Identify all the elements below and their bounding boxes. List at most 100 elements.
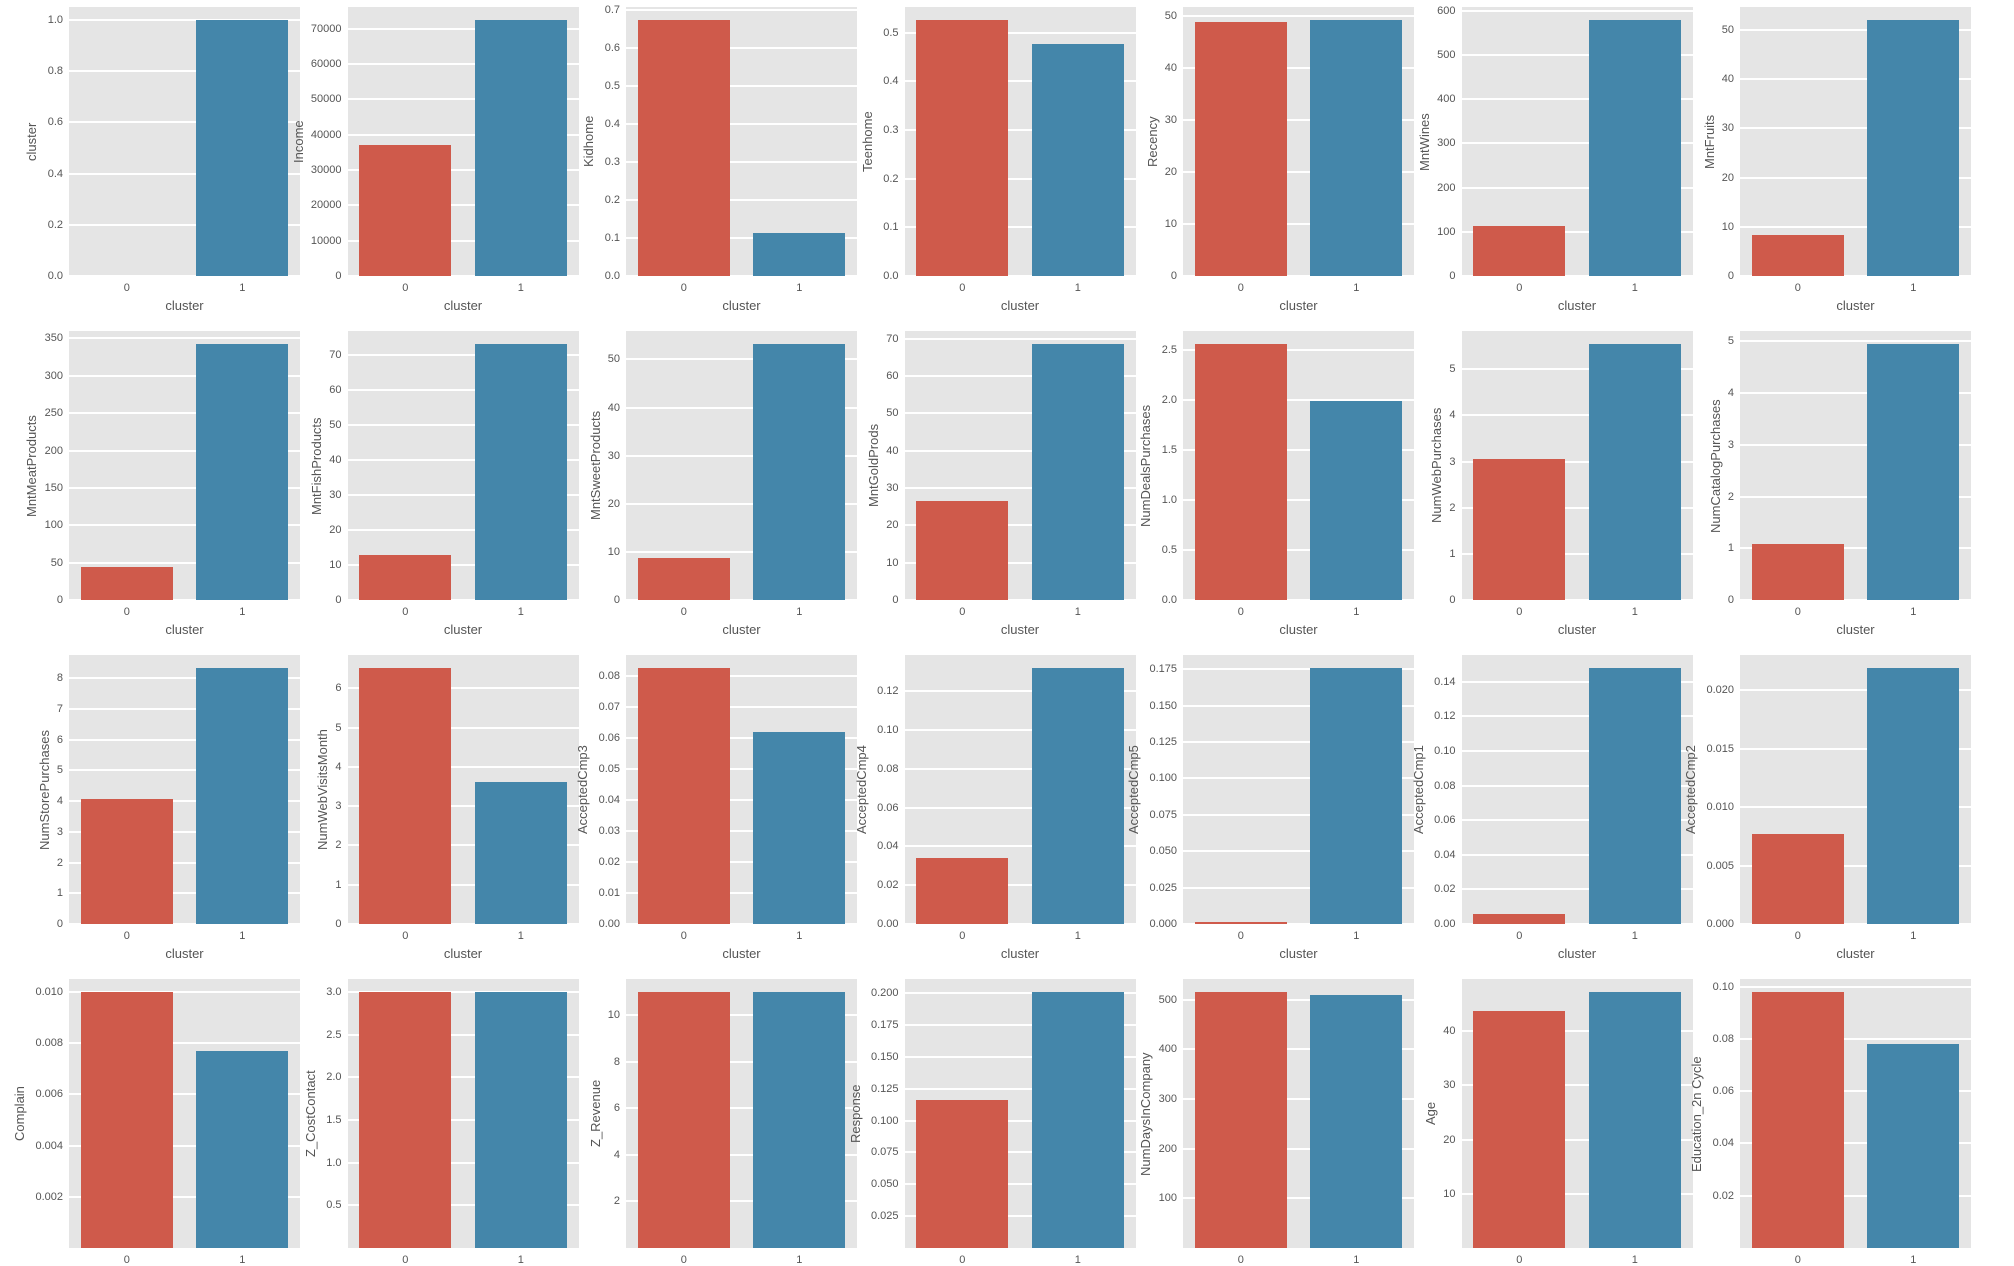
y-tick-label: 1.0	[326, 1156, 342, 1169]
y-tick-label: 50	[886, 407, 899, 420]
gridline	[904, 884, 1136, 887]
gridline	[626, 502, 857, 505]
y-tick-label: 0	[335, 270, 342, 282]
plot-area	[1183, 7, 1414, 276]
gridline	[69, 275, 300, 276]
gridline	[904, 80, 1136, 83]
gridline	[626, 123, 857, 126]
gridline	[626, 9, 857, 12]
bar-cluster-0	[1473, 914, 1566, 924]
x-tick-label: 0	[123, 606, 130, 618]
y-tick-label: 6	[335, 682, 342, 695]
y-tick-label: 0	[56, 918, 63, 930]
gridline	[904, 449, 1136, 452]
y-tick-label: 0.010	[1706, 801, 1734, 814]
gridline	[626, 550, 857, 553]
y-tick-label: 5	[1727, 335, 1734, 348]
x-tick-label: 1	[1910, 282, 1917, 294]
gridline	[1183, 850, 1414, 853]
y-tick-label: 0.06	[1712, 1085, 1734, 1098]
y-axis-label: Age	[1423, 1101, 1439, 1125]
gridline	[1740, 340, 1971, 343]
y-tick-label: 0.150	[870, 1050, 899, 1063]
gridline	[904, 992, 1136, 995]
y-tick-label: 30	[1164, 114, 1177, 127]
y-tick-label: 30	[329, 489, 342, 502]
y-tick-label: 0.002	[35, 1190, 63, 1203]
gridline	[1461, 819, 1693, 822]
bar-cluster-1	[1867, 343, 1960, 600]
gridline	[626, 674, 857, 677]
y-tick-label: 500	[1437, 49, 1456, 62]
y-tick-label: 40	[329, 454, 342, 467]
gridline	[1461, 923, 1693, 924]
x-axis-label: cluster	[165, 946, 204, 961]
gridline	[626, 1107, 857, 1110]
gridline	[1461, 853, 1693, 856]
x-tick-label: 0	[123, 930, 130, 942]
y-tick-label: 2.5	[326, 1028, 342, 1041]
gridline	[1740, 176, 1971, 179]
y-tick-label: 0	[335, 594, 342, 606]
y-tick-label: 0.1	[883, 221, 899, 234]
y-axis-label: MntGoldProds	[866, 423, 882, 507]
y-tick-label: 2	[335, 839, 342, 852]
x-tick-label: 1	[239, 930, 246, 942]
y-tick-label: 1.5	[326, 1113, 342, 1126]
bar-cluster-0	[1473, 226, 1566, 276]
y-axis-label: NumDaysInCompany	[1138, 1051, 1154, 1176]
y-axis-label: AcceptedCmp4	[853, 745, 869, 834]
gridline	[626, 161, 857, 164]
y-tick-label: 3.0	[326, 985, 342, 998]
y-tick-label: 0.02	[1712, 1189, 1734, 1202]
plot-area	[1740, 655, 1971, 924]
bar-cluster-0	[1751, 544, 1844, 600]
y-tick-label: 0	[1449, 594, 1456, 606]
y-axis-label: NumWebVisitsMonth	[315, 729, 331, 850]
y-axis-label: Recency	[1144, 116, 1160, 167]
x-tick-label: 0	[402, 1254, 409, 1266]
gridline	[626, 47, 857, 50]
y-tick-label: 0.4	[47, 167, 63, 180]
y-tick-label: 0.8	[47, 65, 63, 78]
gridline	[626, 454, 857, 457]
y-tick-label: 1	[56, 887, 63, 900]
gridline	[1461, 715, 1693, 718]
gridline	[1740, 689, 1971, 692]
x-tick-label: 1	[1074, 282, 1081, 294]
gridline	[69, 892, 300, 895]
gridline	[904, 923, 1136, 924]
x-tick-label: 1	[1353, 282, 1360, 294]
y-tick-label: 6	[56, 733, 63, 746]
bar-cluster-1	[1588, 667, 1681, 924]
bar-cluster-0	[359, 667, 452, 924]
bar-cluster-0	[1194, 344, 1287, 600]
y-tick-label: 0.150	[1149, 699, 1177, 712]
y-tick-label: 10	[886, 556, 899, 569]
gridline	[1461, 414, 1693, 417]
gridline	[69, 800, 300, 803]
y-tick-label: 20	[1164, 166, 1177, 179]
bar-cluster-1	[1310, 667, 1403, 924]
gridline	[1183, 1197, 1414, 1200]
gridline	[904, 1215, 1136, 1218]
y-axis-label: AcceptedCmp1	[1410, 745, 1426, 834]
x-axis-label: cluster	[722, 622, 761, 637]
y-tick-label: 2	[1449, 501, 1456, 514]
bar-cluster-0	[1194, 991, 1287, 1248]
y-tick-label: 30	[1721, 122, 1734, 135]
gridline	[626, 860, 857, 863]
gridline	[1740, 923, 1971, 924]
gridline	[1461, 460, 1693, 463]
gridline	[904, 275, 1136, 276]
y-tick-label: 70	[886, 332, 899, 345]
y-tick-label: 0.08	[1712, 1032, 1734, 1045]
y-tick-label: 0.000	[1706, 918, 1734, 930]
gridline	[69, 70, 300, 73]
x-tick-label: 0	[1516, 930, 1523, 942]
y-tick-label: 0.025	[1149, 881, 1177, 894]
gridline	[69, 449, 300, 452]
x-tick-label: 1	[1910, 1254, 1917, 1266]
y-tick-label: 0	[1449, 270, 1456, 282]
gridline	[626, 923, 857, 924]
